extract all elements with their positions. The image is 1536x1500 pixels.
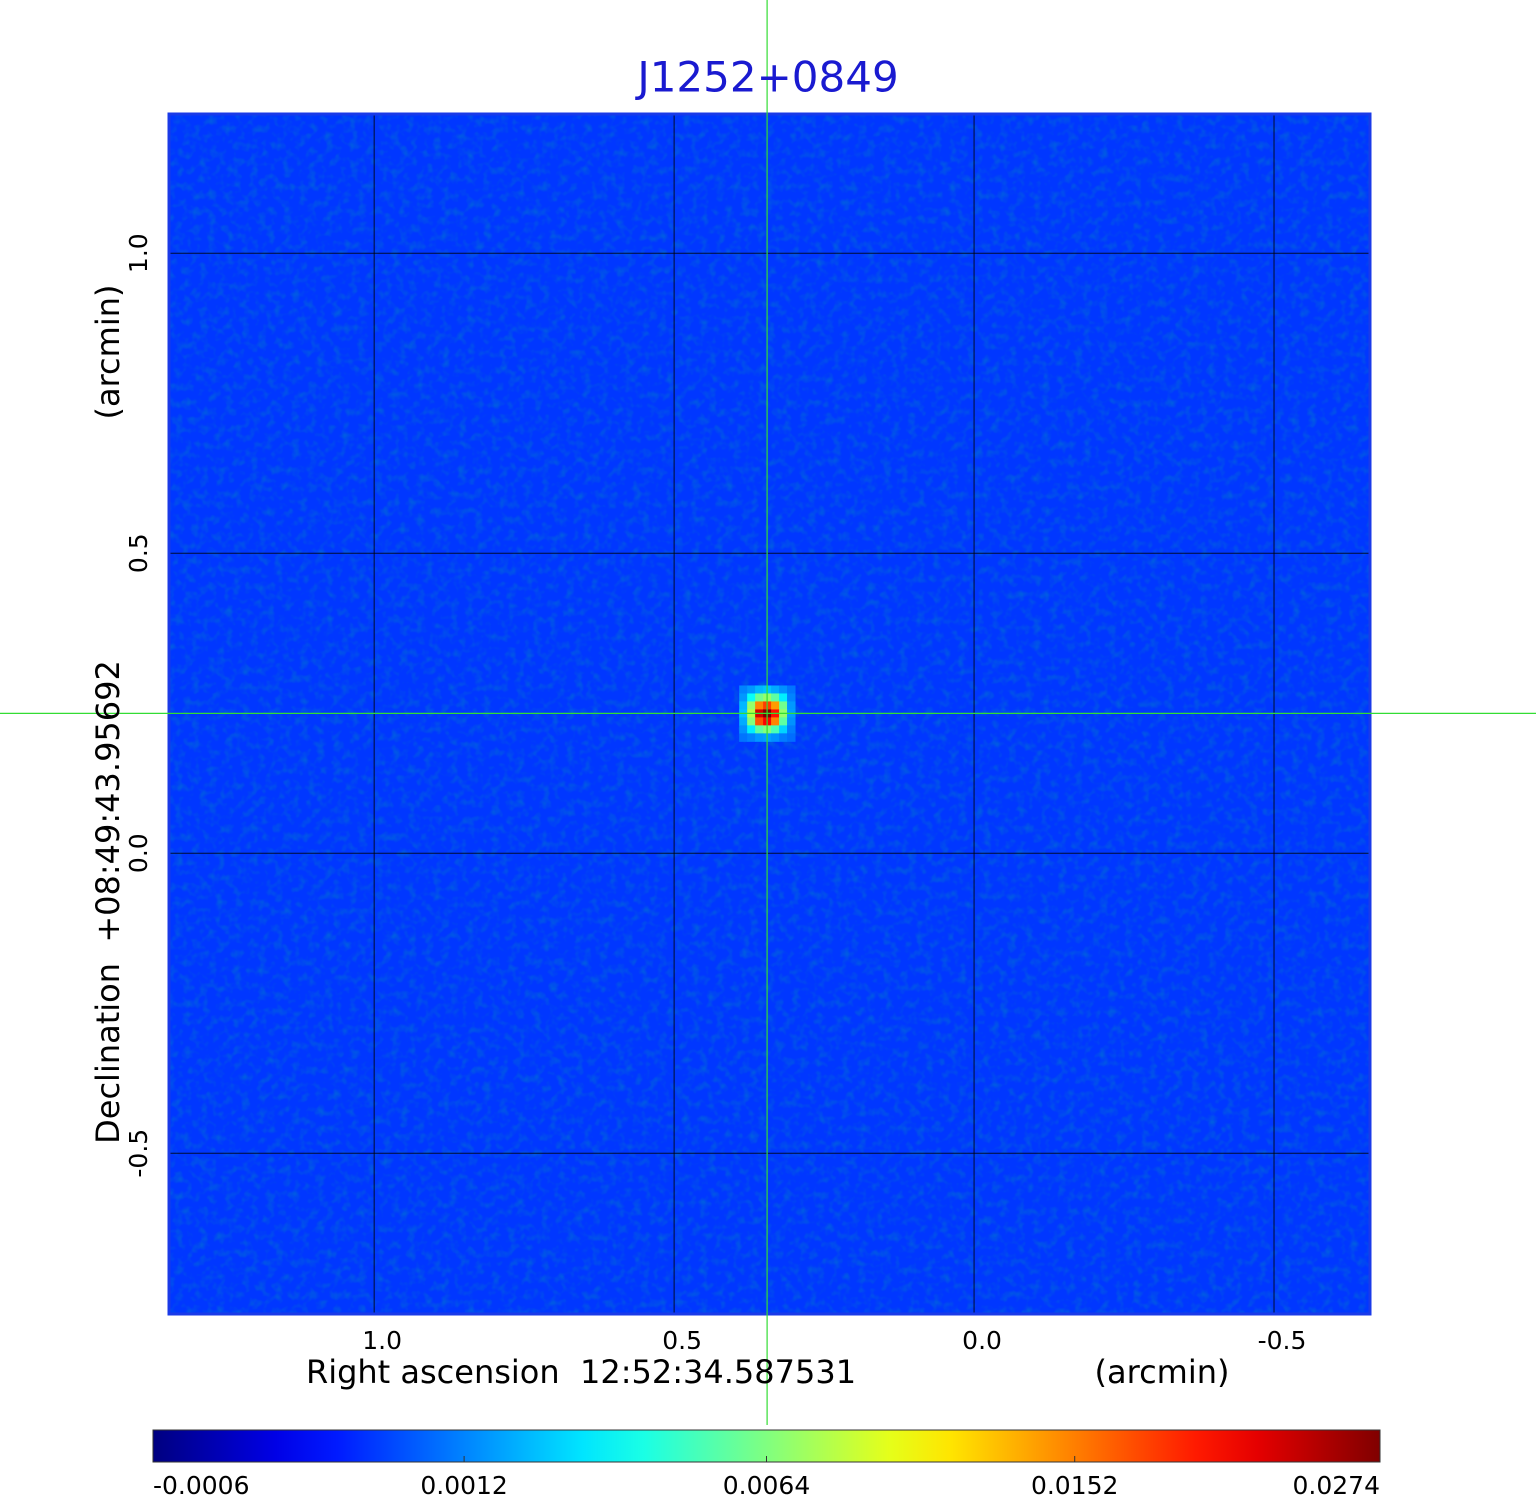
colorbar-tick-label: 0.0274	[1293, 1471, 1380, 1500]
image-pixel	[779, 685, 788, 694]
colorbar-tick-label: 0.0012	[420, 1471, 507, 1500]
image-pixel	[787, 685, 796, 694]
chart-title: J1252+0849	[634, 53, 898, 102]
image-pixel	[755, 701, 764, 710]
colorbar-tick-label: 0.0152	[1031, 1471, 1118, 1500]
image-pixel	[779, 733, 788, 742]
x-tick-label: 0.5	[662, 1326, 702, 1355]
image-pixel	[739, 701, 748, 710]
x-tick-label: 0.0	[962, 1326, 1002, 1355]
x-axis-unit: (arcmin)	[1095, 1353, 1230, 1391]
image-pixel	[787, 693, 796, 702]
image-pixel	[771, 701, 780, 710]
y-axis-unit: (arcmin)	[89, 285, 127, 420]
image-pixel	[739, 725, 748, 734]
x-tick-label: 1.0	[362, 1326, 402, 1355]
image-pixel	[755, 733, 764, 742]
image-pixel	[747, 733, 756, 742]
colorbar-tick-label: -0.0006	[153, 1471, 250, 1500]
image-pixel	[747, 717, 756, 726]
image-pixel	[739, 717, 748, 726]
image-pixel	[779, 693, 788, 702]
image-pixel	[755, 693, 764, 702]
image-pixel	[779, 717, 788, 726]
image-pixel	[779, 725, 788, 734]
image-pixel	[787, 725, 796, 734]
image-pixel	[747, 725, 756, 734]
colorbar-tick-label: 0.0064	[723, 1471, 810, 1500]
x-axis-label: Right ascension 12:52:34.587531	[306, 1353, 856, 1391]
image-pixel	[771, 725, 780, 734]
image-pixel	[747, 685, 756, 694]
y-axis-label: Declination +08:49:43.95692	[89, 660, 127, 1144]
y-tick-label: 1.0	[124, 233, 153, 273]
y-tick-label: -0.5	[124, 1129, 153, 1178]
image-pixel	[771, 717, 780, 726]
image-pixel	[787, 733, 796, 742]
image-pixel	[747, 693, 756, 702]
image-pixel	[771, 693, 780, 702]
y-tick-label: 0.5	[124, 533, 153, 573]
image-pixel	[755, 685, 764, 694]
image-pixel	[771, 685, 780, 694]
x-tick-label: -0.5	[1258, 1326, 1307, 1355]
image-pixel	[755, 717, 764, 726]
image-pixel	[771, 733, 780, 742]
image-pixel	[779, 701, 788, 710]
image-pixel	[787, 717, 796, 726]
image-pixel	[747, 701, 756, 710]
image-pixel	[755, 725, 764, 734]
image-pixel	[787, 701, 796, 710]
image-pixel	[739, 693, 748, 702]
overlay	[0, 0, 1536, 1425]
y-tick-label: 0.0	[124, 833, 153, 873]
image-pixel	[739, 733, 748, 742]
image-pixel	[739, 685, 748, 694]
